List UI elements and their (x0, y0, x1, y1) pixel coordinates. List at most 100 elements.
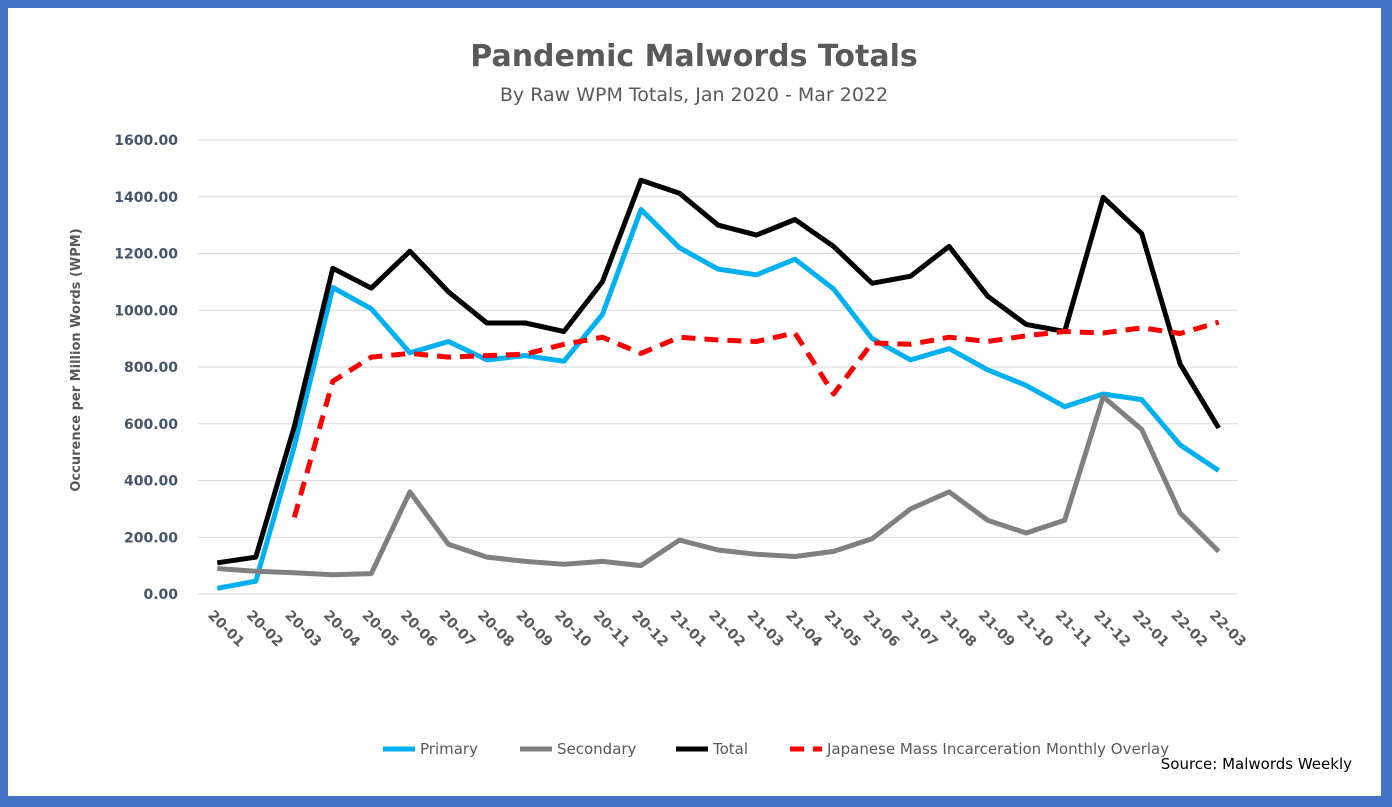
x-tick-label: 20-04 (320, 608, 363, 651)
data-point-primary (369, 306, 374, 311)
data-point-secondary (638, 563, 643, 568)
data-point-primary (716, 267, 721, 272)
x-tick-label: 21-09 (975, 608, 1018, 651)
data-point-primary (292, 444, 297, 449)
data-point-japanese (407, 351, 412, 356)
x-tick-label: 20-10 (551, 608, 594, 651)
chart: Pandemic Malwords Totals By Raw WPM Tota… (69, 39, 1352, 773)
data-point-primary (870, 336, 875, 341)
data-point-secondary (870, 536, 875, 541)
data-point-secondary (716, 548, 721, 553)
data-point-secondary (1101, 394, 1106, 399)
x-tick-label: 21-05 (821, 608, 864, 651)
series-lines (216, 177, 1221, 591)
y-tick-label: 1000.00 (114, 303, 178, 319)
data-point-primary (638, 207, 643, 212)
data-point-japanese (1178, 331, 1183, 336)
data-point-japanese (754, 339, 759, 344)
legend-label-total: Total (712, 740, 748, 758)
data-point-secondary (600, 559, 605, 564)
data-point-japanese (793, 330, 798, 335)
data-point-total (1101, 195, 1106, 200)
data-point-primary (1216, 468, 1221, 473)
data-point-total (716, 223, 721, 228)
legend-label-secondary: Secondary (557, 740, 637, 758)
legend-label-primary: Primary (420, 740, 478, 758)
data-point-secondary (908, 506, 913, 511)
data-point-secondary (985, 518, 990, 523)
data-point-primary (754, 272, 759, 277)
x-tick-label: 21-01 (667, 608, 710, 651)
data-point-total (1216, 426, 1221, 431)
data-point-primary (1024, 383, 1029, 388)
data-point-primary (1139, 397, 1144, 402)
data-point-japanese (831, 391, 836, 396)
x-tick-label: 21-04 (782, 608, 825, 651)
data-point-japanese (523, 352, 528, 357)
data-point-japanese (677, 335, 682, 340)
data-point-secondary (484, 555, 489, 560)
series-line-primary (216, 207, 1221, 591)
data-point-japanese (369, 355, 374, 360)
data-point-primary (985, 367, 990, 372)
y-tick-label: 1600.00 (114, 133, 178, 149)
x-tick-label: 21-12 (1090, 608, 1133, 651)
y-tick-label: 1200.00 (114, 247, 178, 263)
series-line-secondary (217, 394, 1221, 578)
legend-label-japanese: Japanese Mass Incarceration Monthly Over… (826, 740, 1169, 758)
chart-subtitle: By Raw WPM Totals, Jan 2020 - Mar 2022 (500, 84, 888, 106)
data-point-total (600, 279, 605, 284)
x-tick-label: 20-07 (436, 608, 479, 651)
data-point-secondary (523, 559, 528, 564)
data-point-primary (561, 359, 566, 364)
data-point-total (947, 244, 952, 249)
x-tick-label: 21-07 (898, 608, 941, 651)
x-tick-label: 21-06 (859, 608, 902, 651)
data-point-secondary (1178, 511, 1183, 516)
data-point-japanese (1024, 333, 1029, 338)
data-point-total (870, 281, 875, 286)
data-point-secondary (561, 562, 566, 567)
data-point-japanese (292, 515, 297, 520)
data-point-total (561, 329, 566, 334)
data-point-total (484, 321, 489, 326)
data-point-secondary (253, 569, 258, 574)
data-point-japanese (446, 355, 451, 360)
data-point-primary (908, 357, 913, 362)
data-point-total (1024, 322, 1029, 327)
data-point-secondary (407, 489, 412, 494)
x-tick-label: 20-09 (513, 608, 556, 651)
x-tick-label: 20-06 (397, 608, 440, 651)
source-note: Source: Malwords Weekly (1161, 755, 1352, 773)
series-line-total (216, 177, 1221, 566)
data-point-total (754, 233, 759, 238)
data-point-japanese (947, 335, 952, 340)
data-point-total (523, 321, 528, 326)
data-point-total (793, 217, 798, 222)
data-point-secondary (754, 552, 759, 557)
data-point-total (292, 424, 297, 429)
x-tick-label: 21-11 (1052, 608, 1095, 651)
y-tick-label: 1400.00 (114, 190, 178, 206)
data-point-secondary (292, 570, 297, 575)
series-line-japanese (291, 319, 1220, 519)
x-tick-label: 21-10 (1013, 608, 1056, 651)
x-tick-label: 21-08 (936, 608, 979, 651)
data-point-japanese (561, 342, 566, 347)
data-point-total (330, 266, 335, 271)
data-point-secondary (947, 489, 952, 494)
data-point-secondary (1139, 427, 1144, 432)
y-axis-ticks: 0.00 200.00 400.00 600.00 800.00 1000.00 1200.… (114, 133, 178, 603)
data-point-primary (831, 286, 836, 291)
legend: Primary Secondary Total Japanese Mass Incar… (383, 740, 1169, 758)
data-point-total (638, 178, 643, 183)
y-tick-label: 200.00 (124, 530, 178, 546)
data-point-total (677, 191, 682, 196)
data-point-secondary (330, 572, 335, 577)
data-point-total (985, 294, 990, 299)
y-tick-label: 800.00 (124, 360, 178, 376)
x-tick-label: 20-08 (474, 608, 517, 651)
data-point-primary (600, 312, 605, 317)
data-point-secondary (446, 542, 451, 547)
data-point-japanese (638, 351, 643, 356)
